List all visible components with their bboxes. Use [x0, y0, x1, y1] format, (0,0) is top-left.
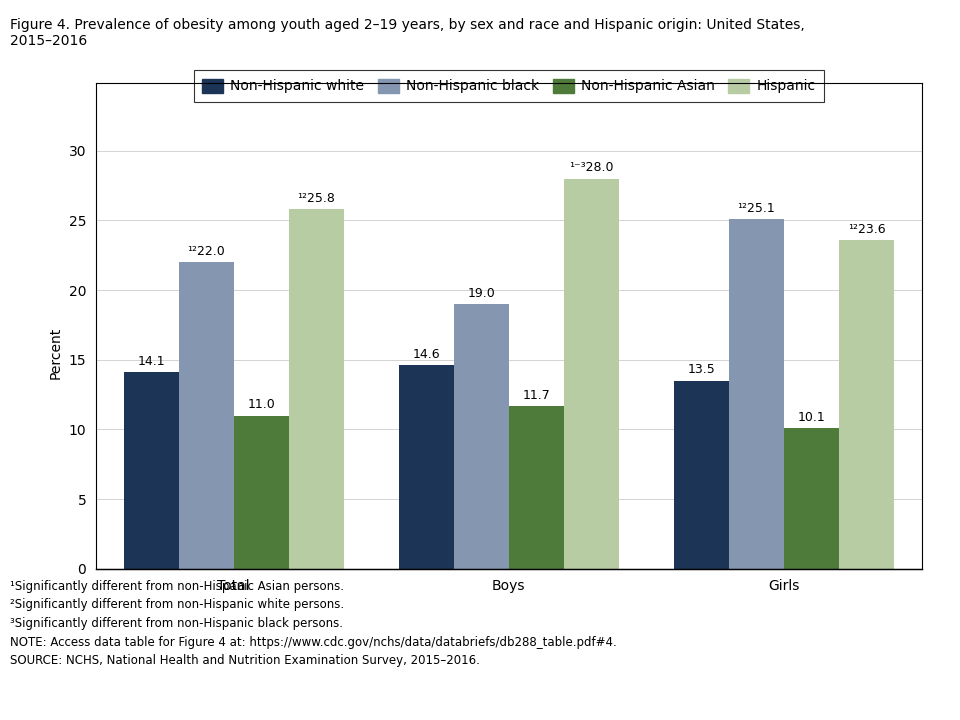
Text: 11.7: 11.7	[522, 389, 550, 402]
Bar	[289, 210, 344, 569]
Bar	[509, 406, 564, 569]
Bar	[674, 381, 729, 569]
Bar	[454, 304, 509, 569]
Text: NOTE: Access data table for Figure 4 at: https://www.cdc.gov/nchs/data/databrief: NOTE: Access data table for Figure 4 at:…	[10, 636, 616, 649]
Bar	[729, 219, 784, 569]
Text: 13.5: 13.5	[687, 364, 715, 377]
Text: 14.1: 14.1	[137, 355, 165, 368]
Text: 10.1: 10.1	[798, 411, 826, 424]
Text: ²Significantly different from non-Hispanic white persons.: ²Significantly different from non-Hispan…	[10, 598, 344, 611]
Y-axis label: Percent: Percent	[49, 327, 63, 379]
Text: ¹Significantly different from non-Hispanic Asian persons.: ¹Significantly different from non-Hispan…	[10, 580, 344, 593]
Bar	[839, 240, 894, 569]
Text: 14.6: 14.6	[413, 348, 440, 361]
Text: Figure 4. Prevalence of obesity among youth aged 2–19 years, by sex and race and: Figure 4. Prevalence of obesity among yo…	[10, 18, 804, 48]
Text: ³Significantly different from non-Hispanic black persons.: ³Significantly different from non-Hispan…	[10, 617, 343, 630]
Text: SOURCE: NCHS, National Health and Nutrition Examination Survey, 2015–2016.: SOURCE: NCHS, National Health and Nutrit…	[10, 654, 479, 667]
Text: ¹²25.8: ¹²25.8	[298, 192, 335, 205]
Text: 19.0: 19.0	[468, 287, 495, 300]
Text: 11.0: 11.0	[248, 398, 275, 411]
Text: ¹⁻³28.0: ¹⁻³28.0	[569, 161, 613, 174]
Bar	[564, 179, 619, 569]
Legend: Non-Hispanic white, Non-Hispanic black, Non-Hispanic Asian, Hispanic: Non-Hispanic white, Non-Hispanic black, …	[194, 71, 824, 102]
Bar	[784, 428, 839, 569]
Text: ¹²25.1: ¹²25.1	[737, 202, 776, 215]
Bar	[179, 262, 233, 569]
Bar	[124, 372, 179, 569]
Bar	[233, 415, 289, 569]
Text: ¹²23.6: ¹²23.6	[848, 222, 885, 235]
Text: ¹²22.0: ¹²22.0	[187, 245, 225, 258]
Bar	[398, 365, 454, 569]
